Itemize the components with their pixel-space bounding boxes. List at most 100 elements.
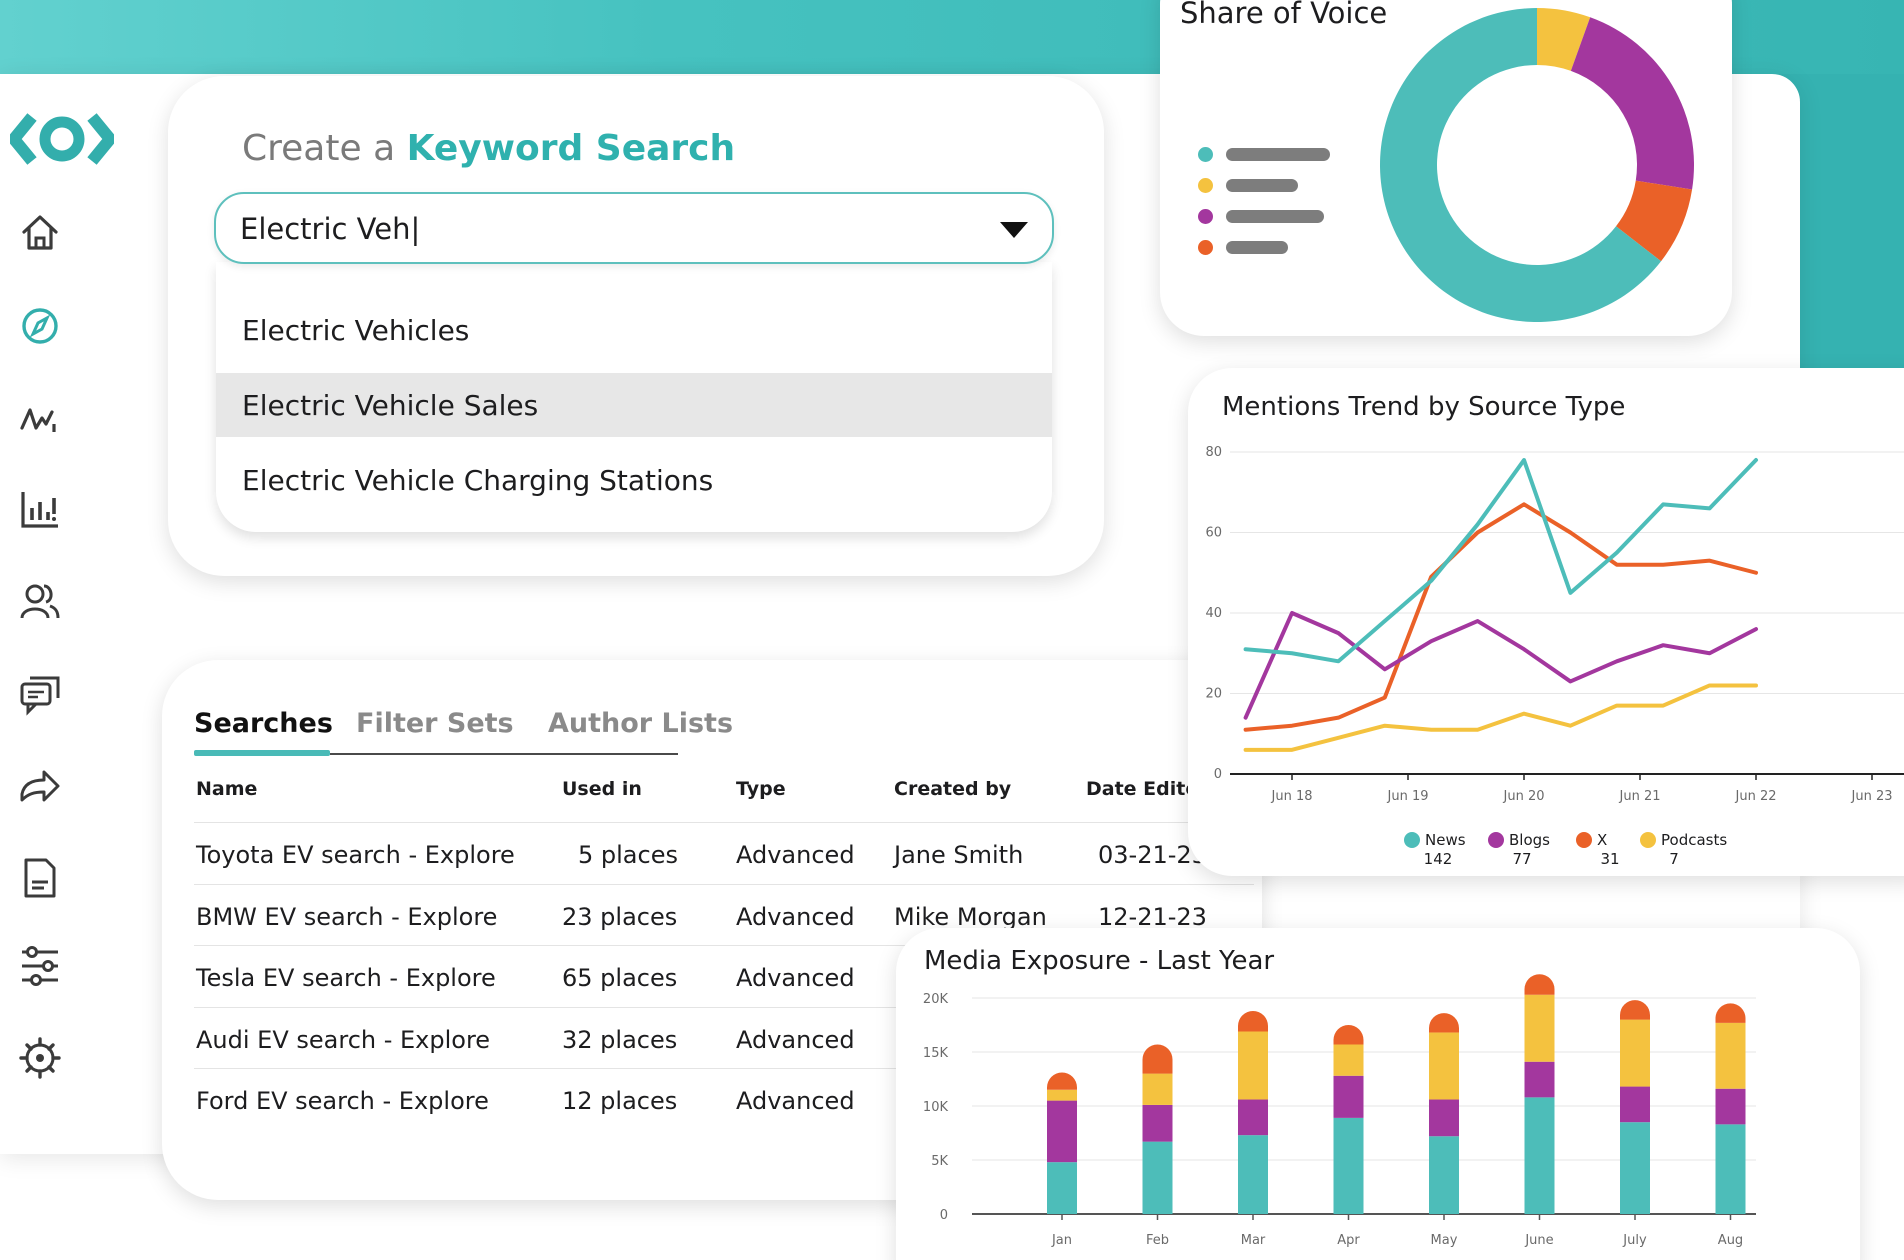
- x-tick-label: July: [1622, 1233, 1647, 1248]
- column-header-created-by[interactable]: Created by: [894, 778, 1012, 800]
- series-line: [1243, 458, 1758, 664]
- cell-name: Ford EV search - Explore: [196, 1087, 489, 1115]
- title-accent: Keyword Search: [406, 128, 736, 169]
- keyword-option[interactable]: Electric Vehicles: [242, 313, 470, 347]
- bar-segment: [1715, 1003, 1746, 1023]
- tab-divider: [330, 753, 678, 755]
- x-tick-label: Feb: [1146, 1233, 1169, 1248]
- home-icon[interactable]: [14, 206, 66, 258]
- bar-segment: [1047, 1089, 1077, 1101]
- x-tick-label: Apr: [1337, 1233, 1360, 1248]
- bar-segment: [1620, 1019, 1650, 1087]
- bar-segment: [1047, 1162, 1077, 1214]
- x-tick-label: Jun 23: [1851, 789, 1893, 804]
- bar-segment: [1620, 1122, 1650, 1214]
- legend-label-placeholder: [1226, 148, 1330, 161]
- bar-chart-icon[interactable]: [14, 484, 66, 536]
- share-of-voice-donut: [1380, 8, 1694, 322]
- tab-filter-sets[interactable]: Filter Sets: [356, 708, 514, 739]
- bar-segment: [1715, 1088, 1746, 1125]
- cell-type: Advanced: [736, 964, 855, 992]
- bar-segment: [1524, 974, 1555, 995]
- y-tick-label: 40: [1205, 606, 1222, 621]
- x-tick-label: Mar: [1241, 1233, 1266, 1248]
- keyword-search-field[interactable]: [214, 192, 1054, 264]
- x-tick-label: Jun 21: [1619, 789, 1661, 804]
- y-tick-label: 20K: [923, 992, 949, 1007]
- bar-segment: [1715, 1022, 1746, 1089]
- y-tick-label: 5K: [931, 1154, 948, 1169]
- cell-type: Advanced: [736, 902, 855, 931]
- y-tick-label: 15K: [923, 1046, 949, 1061]
- x-tick-label: May: [1431, 1233, 1458, 1248]
- bar-segment: [1238, 1135, 1268, 1214]
- table-row[interactable]: Audi EV search - Explore 32 places Advance…: [194, 1006, 1254, 1069]
- bar-segment: [1620, 1000, 1650, 1020]
- series-line: [1243, 502, 1758, 732]
- bar-segment: [1333, 1044, 1364, 1076]
- bar-segment: [1047, 1072, 1077, 1090]
- analytics-icon[interactable]: [14, 392, 66, 444]
- cell-name: Audi EV search - Explore: [196, 1025, 491, 1054]
- mentions-trend-title: Mentions Trend by Source Type: [1222, 392, 1626, 422]
- x-tick-label: June: [1524, 1233, 1553, 1248]
- tab-author-lists[interactable]: Author Lists: [548, 708, 734, 739]
- donut-slice: [1537, 8, 1591, 71]
- legend-series-name: Blogs: [1509, 831, 1550, 849]
- chevron-down-icon[interactable]: [1000, 222, 1028, 238]
- legend-dot: [1198, 178, 1213, 193]
- bar-segment: [1142, 1044, 1173, 1074]
- cell-used-in: 32 places: [562, 1025, 678, 1054]
- bar-segment: [1429, 1013, 1459, 1033]
- column-header-date-edited[interactable]: Date Edite: [1086, 778, 1199, 800]
- y-tick-label: 0: [1214, 767, 1222, 782]
- legend-dot: [1198, 240, 1213, 255]
- bar-segment: [1429, 1136, 1459, 1214]
- y-tick-label: 80: [1205, 445, 1222, 460]
- gear-icon[interactable]: [14, 1032, 66, 1084]
- cell-created-by: Jane Smith: [894, 841, 1024, 869]
- share-of-voice-title: Share of Voice: [1180, 0, 1388, 30]
- keyword-option[interactable]: Electric Vehicle Charging Stations: [242, 463, 714, 497]
- table-row[interactable]: Tesla EV search - Explore 65 places Advanc…: [194, 945, 1254, 1007]
- legend-series-name: News: [1425, 831, 1466, 849]
- keyword-search-input[interactable]: [240, 204, 980, 254]
- table-row[interactable]: Ford EV search - Explore 12 places Advance…: [194, 1068, 1254, 1130]
- table-row[interactable]: BMW EV search - Explore 23 places Advanced…: [194, 883, 1254, 946]
- cell-date-edited: 03-21-23: [1098, 841, 1207, 869]
- legend-series-total: 142: [1424, 850, 1453, 868]
- column-header-used-in[interactable]: Used in: [562, 778, 642, 800]
- people-icon[interactable]: [14, 576, 66, 628]
- cell-type: Advanced: [736, 1087, 855, 1115]
- y-tick-label: 20: [1205, 687, 1222, 702]
- legend-series-total: 31: [1600, 850, 1619, 868]
- keyword-option[interactable]: Electric Vehicle Sales: [216, 373, 1052, 437]
- bar-segment: [1429, 1032, 1459, 1100]
- column-header-name[interactable]: Name: [196, 778, 258, 800]
- cell-type: Advanced: [736, 841, 855, 869]
- series-line: [1243, 611, 1758, 720]
- mentions-trend-chart: 0 20 40 60 80 Jun 18 Jun 19 Jun 20 Jun 21 Jun 22 J…: [1205, 445, 1904, 868]
- legend-dot: [1404, 832, 1420, 848]
- active-tab-indicator: [194, 750, 330, 756]
- keyword-search-card: Create a Keyword Search Electric Vehicle…: [168, 76, 1104, 576]
- document-icon[interactable]: [14, 852, 66, 904]
- cell-used-in: 23 places: [562, 902, 678, 931]
- bar-segment: [1524, 1097, 1555, 1214]
- cell-used-in: 65 places: [562, 964, 678, 992]
- sliders-icon[interactable]: [14, 940, 66, 992]
- bar-segment: [1524, 994, 1555, 1062]
- legend-series-total: 7: [1669, 850, 1679, 868]
- compass-icon[interactable]: [14, 300, 66, 352]
- bar-segment: [1333, 1117, 1364, 1214]
- legend-dot: [1488, 832, 1504, 848]
- table-row[interactable]: Toyota EV search - Explore 5 places Advanc…: [194, 822, 1254, 884]
- chat-icon[interactable]: [14, 668, 66, 720]
- tab-searches[interactable]: Searches: [194, 708, 333, 739]
- column-header-type[interactable]: Type: [736, 778, 786, 800]
- bar-segment: [1142, 1141, 1173, 1214]
- share-arrow-icon[interactable]: [14, 760, 66, 812]
- legend-dot: [1198, 209, 1213, 224]
- x-tick-label: Aug: [1718, 1233, 1743, 1248]
- x-tick-label: Jun 18: [1271, 789, 1313, 804]
